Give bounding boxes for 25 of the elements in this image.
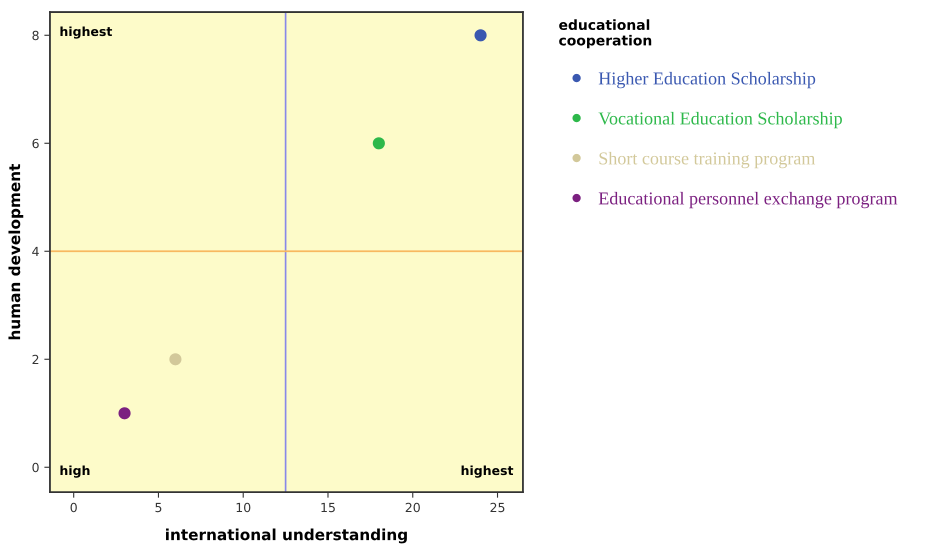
y-tick-label: 4 [32, 246, 39, 256]
y-tick-label: 8 [32, 30, 39, 40]
annotation: highest [462, 466, 514, 478]
point [118, 407, 131, 420]
legend-title: educational cooperation [559, 19, 652, 48]
legend-label: Higher Education Scholarship [598, 72, 816, 88]
y-axis-title: human development [8, 164, 24, 340]
x-tick-label: 5 [155, 502, 162, 512]
y-tick-label: 2 [32, 354, 38, 364]
y-tick-label: 0 [32, 462, 39, 472]
x-tick-label: 0 [70, 502, 77, 512]
x-tick-label: 20 [406, 502, 420, 512]
legend-label: Vocational Education Scholarship [598, 112, 842, 128]
legend-label: Short course training program [599, 152, 816, 168]
x-tick-label: 25 [490, 502, 504, 512]
y-tick-label: 6 [32, 138, 39, 148]
annotation: highest [60, 26, 112, 39]
point [169, 353, 182, 366]
x-axis-title: international understanding [166, 528, 407, 544]
x-tick-label: 10 [236, 502, 250, 512]
point [474, 29, 487, 42]
point [372, 137, 385, 150]
legend-label: Educational personnel exchange program [598, 192, 898, 208]
x-tick-label: 15 [321, 502, 335, 512]
annotation: high [60, 466, 90, 478]
